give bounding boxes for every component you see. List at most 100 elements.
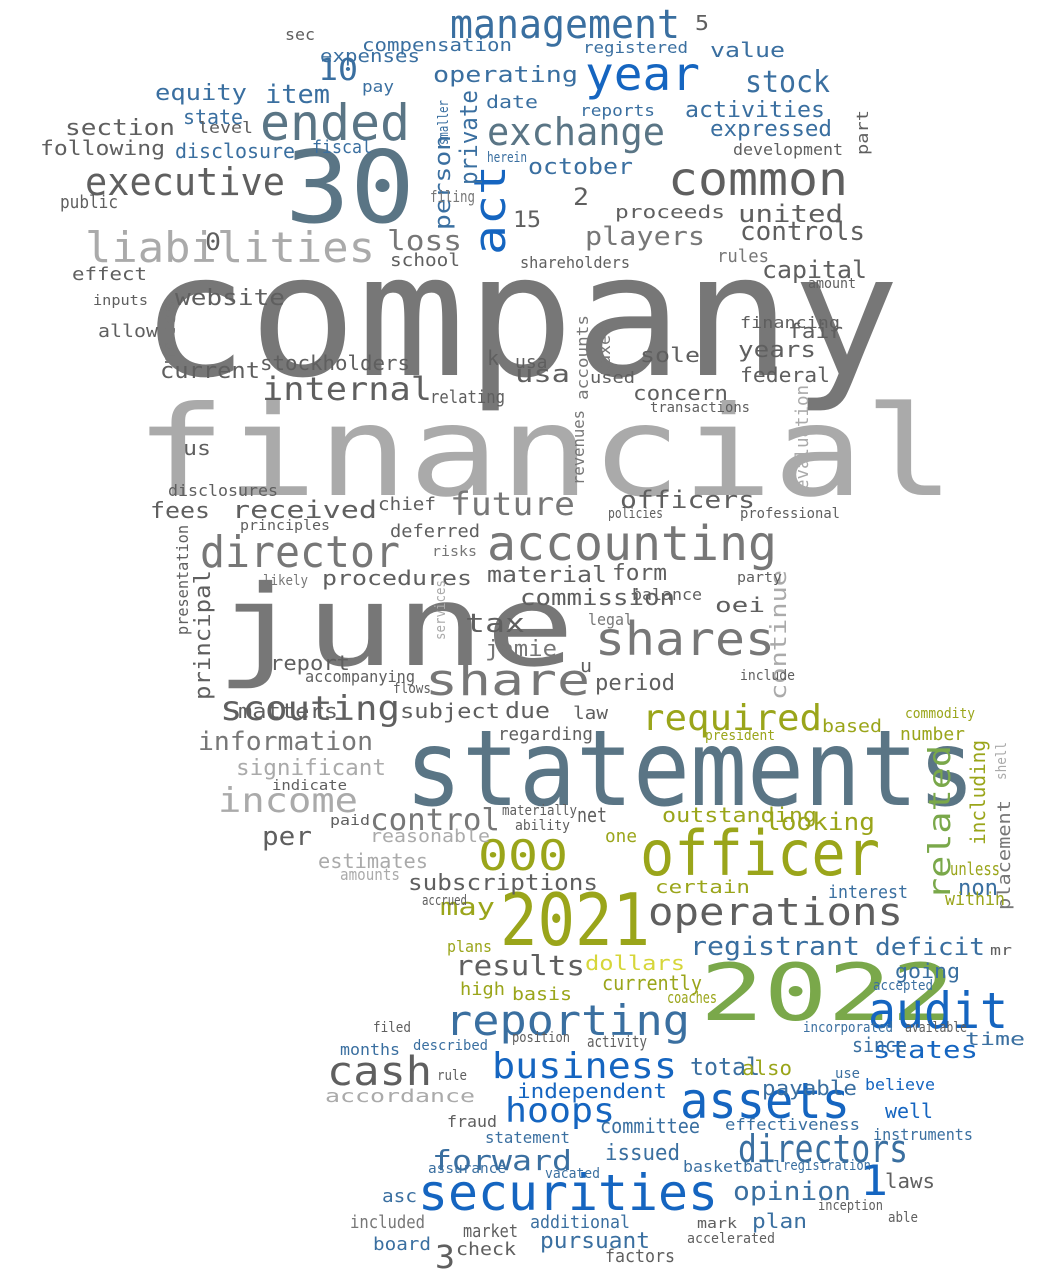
cloud-word: 3 (435, 1238, 455, 1276)
cloud-word: estimates (318, 849, 428, 873)
cloud-word: shareholders (520, 253, 630, 272)
cloud-word: dollars (585, 951, 685, 975)
cloud-word: 1 (860, 1156, 888, 1205)
cloud-word: business (492, 1046, 677, 1087)
cloud-word: months (340, 1040, 400, 1059)
cloud-word: presentation (173, 525, 192, 635)
cloud-word: capital (762, 256, 867, 284)
cloud-word: procedures (322, 566, 472, 590)
cloud-word: principal (191, 570, 216, 700)
cloud-word: smaller (436, 100, 452, 145)
cloud-word: 0 (205, 228, 221, 256)
cloud-word: opinion (733, 1177, 851, 1207)
cloud-word: securities (418, 1164, 718, 1222)
cloud-word: commission (520, 586, 675, 611)
cloud-word: mark (697, 1216, 738, 1232)
cloud-word: officer (640, 817, 880, 890)
cloud-word: non (958, 876, 998, 901)
cloud-word: certain (655, 877, 750, 898)
cloud-word: pursuant (540, 1229, 650, 1254)
cloud-word: basis (512, 984, 572, 1005)
cloud-word: factors (605, 1246, 675, 1267)
cloud-word: 2022 (700, 949, 955, 1039)
cloud-word: material (487, 563, 607, 588)
cloud-word: believe (865, 1075, 935, 1094)
cloud-word: person (431, 135, 456, 230)
cloud-word: amount (808, 276, 856, 292)
cloud-word: period (595, 671, 675, 696)
cloud-word: related (923, 745, 958, 900)
cloud-word: directors (738, 1127, 908, 1171)
cloud-word: report (270, 651, 350, 675)
cloud-word: time (965, 1029, 1025, 1050)
cloud-word: able (888, 1210, 918, 1226)
cloud-word: position (512, 1030, 570, 1046)
cloud-word: flows (393, 681, 431, 697)
cloud-word: jamie (485, 637, 557, 662)
cloud-word: executive (85, 160, 285, 204)
cloud-word: net (577, 803, 607, 827)
cloud-word: operations (648, 890, 903, 934)
cloud-word: compensation (362, 35, 512, 56)
cloud-word: current (160, 359, 260, 384)
cloud-word: accordance (325, 1086, 475, 1107)
cloud-word: financial (135, 380, 955, 525)
cloud-word: controls (740, 217, 865, 247)
cloud-word: party (737, 570, 782, 586)
cloud-word: audit (868, 982, 1008, 1040)
cloud-word: 000 (478, 831, 568, 880)
cloud-word: item (265, 80, 330, 110)
cloud-word: fair (788, 319, 843, 343)
cloud-word: subscriptions (408, 871, 598, 896)
cloud-word: significant (236, 756, 386, 781)
cloud-word: independent (517, 1079, 667, 1103)
cloud-word: mr (990, 943, 1012, 959)
cloud-word: deficit (875, 933, 985, 961)
cloud-word: activities (685, 98, 825, 123)
cloud-word: shell (994, 742, 1010, 780)
cloud-word: private (455, 90, 483, 185)
cloud-word: vacated (545, 1166, 600, 1182)
cloud-word: incorporated (803, 1020, 893, 1036)
cloud-word: plan (752, 1209, 807, 1233)
cloud-word: exchange (487, 110, 665, 154)
cloud-word: operating (433, 63, 578, 88)
cloud-word: fiscal (312, 137, 372, 158)
cloud-word: one (605, 826, 637, 847)
cloud-word: section (65, 116, 175, 141)
cloud-word: expressed (710, 117, 832, 142)
cloud-word: registration (783, 1158, 871, 1174)
cloud-word: stockholders (260, 351, 410, 375)
cloud-word: revenues (569, 410, 588, 485)
cloud-word: federal (740, 363, 830, 387)
cloud-word: within (945, 889, 1005, 910)
cloud-word: us (183, 436, 211, 460)
cloud-word: described (413, 1038, 488, 1054)
cloud-word: forward (432, 1144, 572, 1177)
cloud-word: loss (387, 224, 462, 257)
cloud-word: years (738, 338, 816, 363)
cloud-word: including (966, 740, 990, 845)
cloud-word: legal (588, 610, 633, 629)
cloud-word: reasonable (370, 826, 490, 847)
cloud-word: high (460, 979, 505, 1000)
cloud-word: information (198, 727, 373, 757)
cloud-word: additional (530, 1212, 630, 1233)
cloud-word: outstanding (662, 803, 817, 827)
cloud-word: concern (633, 381, 728, 405)
cloud-word: effect (72, 264, 147, 285)
cloud-word: notes (159, 300, 180, 365)
cloud-word: form (612, 561, 667, 586)
cloud-word: inception (818, 1198, 883, 1214)
cloud-word: number (900, 724, 965, 745)
cloud-word: 2 (573, 183, 589, 211)
cloud-word: balance (632, 585, 702, 604)
cloud-word: expenses (320, 46, 420, 67)
cloud-word: principles (240, 518, 330, 534)
cloud-word: tax (465, 609, 525, 639)
cloud-word: used (590, 368, 635, 387)
cloud-word: accepted (873, 978, 933, 994)
cloud-word: share (425, 655, 590, 706)
cloud-word: internal (262, 370, 432, 408)
cloud-word: taxes (595, 325, 614, 375)
